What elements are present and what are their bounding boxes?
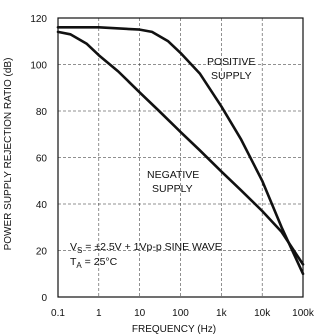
- x-tick-label: 10k: [254, 308, 271, 319]
- positive-supply-label-line1: POSITIVE: [207, 56, 255, 68]
- negative-supply-label-line2: SUPPLY: [152, 183, 193, 195]
- y-tick-label: 40: [36, 200, 48, 211]
- vs-subscript: S: [77, 246, 82, 255]
- vs-symbol: V: [70, 241, 77, 253]
- conditions-line-2: TA = 25°C: [70, 256, 118, 270]
- y-tick-label: 120: [30, 14, 47, 25]
- vs-value: = ±2.5V + 1Vp-p SINE WAVE: [82, 241, 221, 253]
- y-tick-label: 60: [36, 154, 48, 165]
- ta-subscript: A: [76, 261, 82, 270]
- x-tick-label: 0.1: [51, 308, 65, 319]
- x-tick-label: 100k: [292, 308, 315, 319]
- y-tick-label: 80: [36, 107, 48, 118]
- y-tick-label: 20: [36, 247, 48, 258]
- y-tick-label: 100: [30, 61, 47, 72]
- ta-symbol: T: [70, 256, 77, 268]
- y-tick-label: 0: [41, 293, 47, 304]
- positive-supply-label-line2: SUPPLY: [211, 70, 252, 82]
- y-axis-title: POWER SUPPLY REJECTION RATIO (dB): [3, 58, 14, 251]
- plot-frame: [57, 17, 304, 298]
- x-tick-label: 1: [96, 308, 102, 319]
- series-line-positive-supply: [56, 26, 305, 276]
- grid-layer: [58, 18, 303, 297]
- x-tick-label: 1k: [216, 308, 228, 319]
- ta-value: = 25°C: [82, 256, 118, 268]
- negative-supply-label-line1: NEGATIVE: [147, 169, 199, 181]
- x-tick-label: 10: [134, 308, 146, 319]
- series-line-negative-supply: [56, 30, 305, 266]
- x-tick-label: 100: [172, 308, 189, 319]
- series-layer: [56, 26, 305, 276]
- conditions-line-1: VS = ±2.5V + 1Vp-p SINE WAVE: [70, 241, 222, 255]
- tick-layer: 0.1 1 10 100 1k 10k 100k 0 20 40 60 80 100 120: [30, 14, 315, 319]
- x-axis-title: FREQUENCY (Hz): [132, 324, 216, 335]
